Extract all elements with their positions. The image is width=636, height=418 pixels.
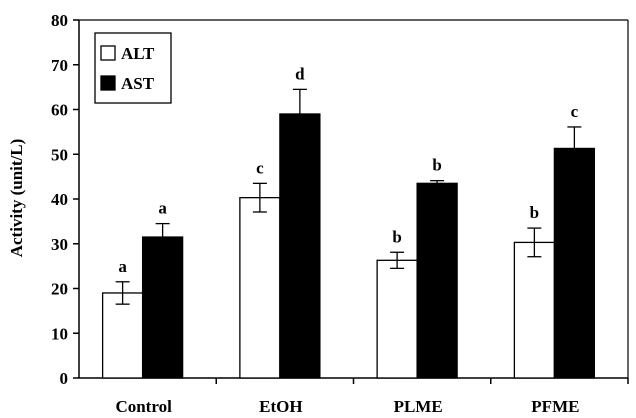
x-tick-label: PFME xyxy=(531,397,579,416)
significance-label: c xyxy=(571,102,579,121)
bar-alt xyxy=(101,292,144,379)
y-tick-label: 70 xyxy=(51,56,68,75)
y-tick-label: 60 xyxy=(51,101,68,120)
y-tick-label: 10 xyxy=(51,324,68,343)
bar-alt xyxy=(239,197,281,379)
significance-label: a xyxy=(158,199,167,218)
x-tick-label: Control xyxy=(115,397,172,416)
legend-label-alt: ALT xyxy=(121,44,155,63)
significance-label: a xyxy=(118,257,127,276)
legend-label-ast: AST xyxy=(121,74,155,93)
y-axis-title: Activity (unit/L) xyxy=(7,139,26,258)
y-tick-label: 30 xyxy=(51,235,68,254)
y-tick-label: 20 xyxy=(51,280,68,299)
y-tick-label: 0 xyxy=(60,369,69,388)
bar-ast xyxy=(141,236,184,379)
significance-label: b xyxy=(432,156,441,175)
significance-label: b xyxy=(530,203,539,222)
bar-alt xyxy=(513,241,556,379)
x-tick-label: EtOH xyxy=(259,397,302,416)
y-tick-label: 50 xyxy=(51,145,68,164)
significance-label: c xyxy=(256,158,264,177)
legend-box xyxy=(94,32,172,104)
x-tick-label: PLME xyxy=(394,397,443,416)
legend: ALT AST xyxy=(94,32,172,104)
significance-label: b xyxy=(392,227,401,246)
bar-ast xyxy=(279,113,321,379)
significance-label: d xyxy=(295,64,305,83)
y-tick-label: 80 xyxy=(51,11,68,30)
bar-ast xyxy=(553,147,596,379)
legend-swatch-alt xyxy=(100,45,116,61)
y-tick-label: 40 xyxy=(51,190,68,209)
bar-ast xyxy=(416,182,458,379)
legend-swatch-ast xyxy=(100,75,116,91)
bar-alt xyxy=(376,259,418,379)
bars: a a c d b b b c xyxy=(101,64,596,379)
